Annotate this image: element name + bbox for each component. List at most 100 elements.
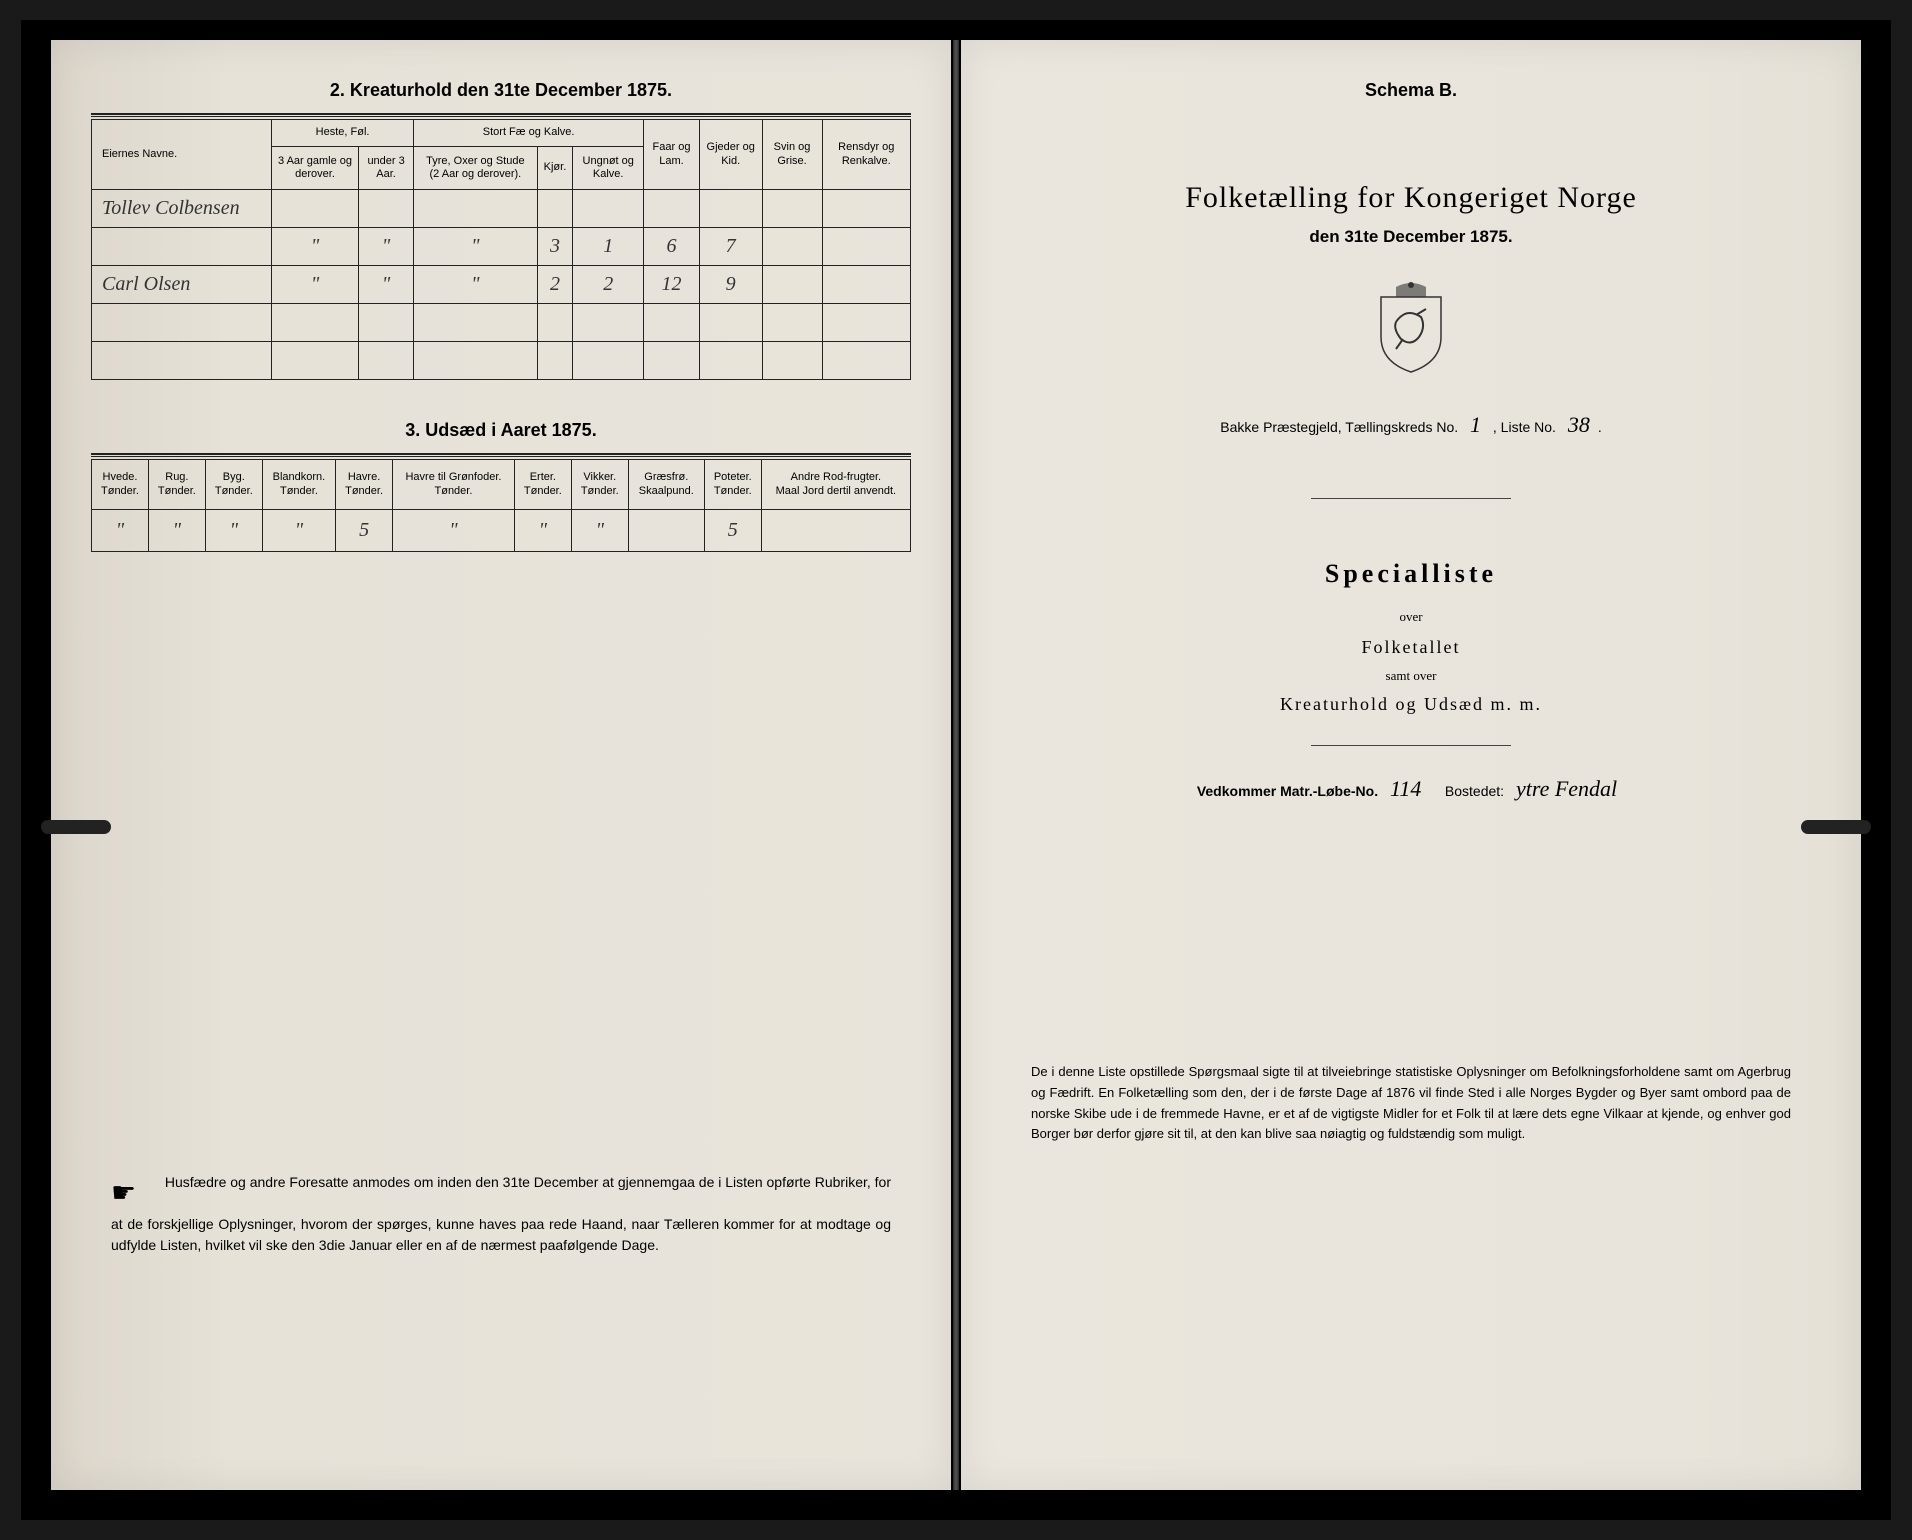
col-goats: Gjeder og Kid.: [699, 120, 762, 190]
specialliste-heading: Specialliste: [1001, 559, 1821, 589]
cell: ": [92, 510, 149, 552]
cell: [272, 342, 359, 380]
cell: [644, 342, 700, 380]
table-row: Tollev Colbensen: [92, 190, 911, 228]
seed-table: Hvede.Tønder.Rug.Tønder.Byg.Tønder.Bland…: [91, 459, 911, 552]
cell: ": [262, 510, 335, 552]
cell: [762, 228, 822, 266]
matr-label: Vedkommer Matr.-Løbe-No.: [1197, 783, 1378, 799]
cell: [699, 190, 762, 228]
table-row: """3167: [92, 228, 911, 266]
col-cattle-bulls: Tyre, Oxer og Stude (2 Aar og derover).: [414, 146, 538, 189]
cell: ": [571, 510, 628, 552]
cell: [414, 190, 538, 228]
col-header: Byg.Tønder.: [205, 460, 262, 510]
right-footer-text: De i denne Liste opstillede Spørgsmaal s…: [1001, 1062, 1821, 1145]
book-spine: [953, 40, 959, 1490]
cell: [762, 190, 822, 228]
col-header: Hvede.Tønder.: [92, 460, 149, 510]
col-sheep: Faar og Lam.: [644, 120, 700, 190]
pointing-hand-icon: ☛: [111, 1172, 161, 1214]
cell: [359, 342, 414, 380]
rule-divider: [91, 113, 911, 117]
schema-label: Schema B.: [1001, 80, 1821, 101]
cell: 3: [537, 228, 573, 266]
cell: ": [205, 510, 262, 552]
cell: ": [359, 228, 414, 266]
cell: [822, 266, 910, 304]
cell: [822, 190, 910, 228]
col-reindeer: Rensdyr og Renkalve.: [822, 120, 910, 190]
liste-number: 38: [1560, 412, 1598, 437]
cell: ": [272, 228, 359, 266]
rule-divider: [91, 453, 911, 457]
over-label: over: [1001, 609, 1821, 625]
table-row: Carl Olsen"""22129: [92, 266, 911, 304]
col-header: Poteter.Tønder.: [704, 460, 761, 510]
section-2-title: 2. Kreaturhold den 31te December 1875.: [91, 80, 911, 101]
footer-text: Husfædre og andre Foresatte anmodes om i…: [111, 1174, 891, 1253]
cell: 2: [573, 266, 644, 304]
cell: 2: [537, 266, 573, 304]
binder-clip-icon: [41, 820, 111, 834]
cell: [573, 304, 644, 342]
parish-line: Bakke Præstegjeld, Tællingskreds No. 1 ,…: [1001, 412, 1821, 438]
cell: [537, 304, 573, 342]
matr-line: Vedkommer Matr.-Løbe-No. 114 Bostedet: y…: [1001, 776, 1821, 802]
col-header: Havre til Grønfoder.Tønder.: [393, 460, 515, 510]
coat-of-arms-icon: [1001, 277, 1821, 382]
col-horses-old: 3 Aar gamle og derover.: [272, 146, 359, 189]
col-cattle-calves: Ungnøt og Kalve.: [573, 146, 644, 189]
col-header: Andre Rod-frugter.Maal Jord dertil anven…: [761, 460, 910, 510]
cell: ": [393, 510, 515, 552]
col-header: Havre.Tønder.: [336, 460, 393, 510]
cell: [92, 342, 272, 380]
liste-label: , Liste No.: [1493, 419, 1556, 435]
cell: [822, 228, 910, 266]
col-header: Vikker.Tønder.: [571, 460, 628, 510]
cell: [414, 342, 538, 380]
cell: [272, 304, 359, 342]
cell: [359, 190, 414, 228]
cell: Carl Olsen: [92, 266, 272, 304]
cell: [359, 304, 414, 342]
left-footer-note: ☛ Husfædre og andre Foresatte anmodes om…: [91, 1172, 911, 1256]
col-cattle-cows: Kjør.: [537, 146, 573, 189]
col-header: Erter.Tønder.: [514, 460, 571, 510]
cell: [762, 266, 822, 304]
left-page: 2. Kreaturhold den 31te December 1875. E…: [51, 40, 951, 1490]
census-main-title: Folketælling for Kongeriget Norge: [1001, 181, 1821, 215]
cell: 6: [644, 228, 700, 266]
cell: [822, 304, 910, 342]
col-header: Græsfrø.Skaalpund.: [628, 460, 704, 510]
col-header: Rug.Tønder.: [148, 460, 205, 510]
cell: [92, 228, 272, 266]
cell: [699, 304, 762, 342]
cell: [762, 342, 822, 380]
cell: ": [514, 510, 571, 552]
col-header: Blandkorn.Tønder.: [262, 460, 335, 510]
cell: 5: [336, 510, 393, 552]
right-page: Schema B. Folketælling for Kongeriget No…: [961, 40, 1861, 1490]
cell: ": [414, 228, 538, 266]
cell: 5: [704, 510, 761, 552]
table-row: [92, 304, 911, 342]
table-row: [92, 342, 911, 380]
col-horses-young: under 3 Aar.: [359, 146, 414, 189]
cell: ": [359, 266, 414, 304]
cell: [628, 510, 704, 552]
parish-prefix: Bakke Præstegjeld, Tællingskreds No.: [1220, 419, 1458, 435]
census-date: den 31te December 1875.: [1001, 227, 1821, 247]
col-cattle: Stort Fæ og Kalve.: [414, 120, 644, 147]
cell: [822, 342, 910, 380]
binder-clip-icon: [1801, 820, 1871, 834]
cell: [762, 304, 822, 342]
cell: [272, 190, 359, 228]
cell: ": [148, 510, 205, 552]
matr-number: 114: [1382, 776, 1429, 801]
col-owner-name: Eiernes Navne.: [92, 120, 272, 190]
section-3-title: 3. Udsæd i Aaret 1875.: [91, 420, 911, 441]
cell: ": [414, 266, 538, 304]
kreaturhold-label: Kreaturhold og Udsæd m. m.: [1001, 694, 1821, 715]
cell: ": [272, 266, 359, 304]
